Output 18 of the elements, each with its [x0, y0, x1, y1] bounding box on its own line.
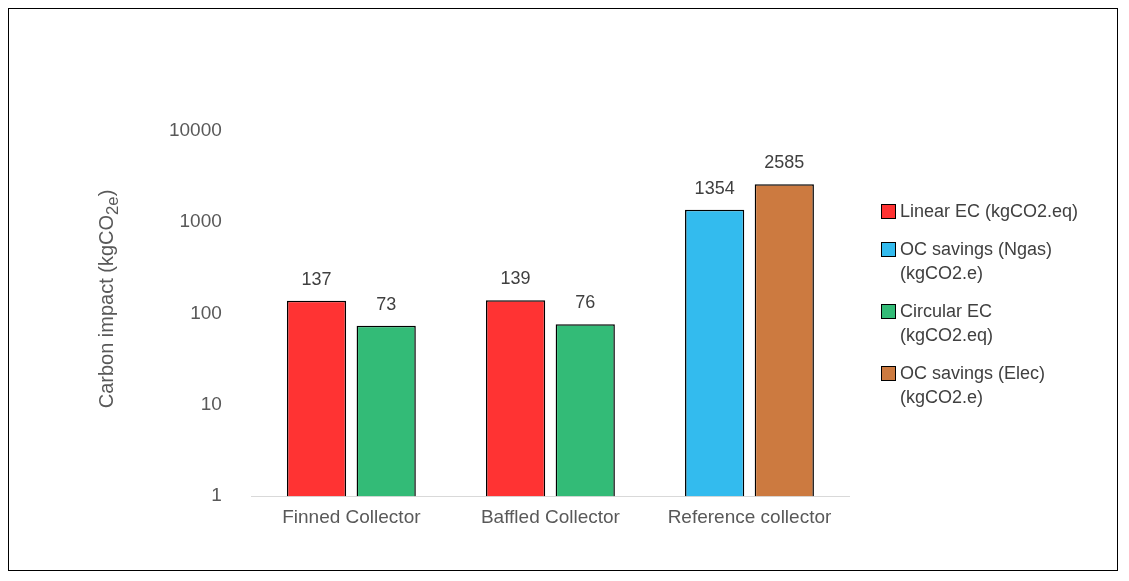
y-tick-label: 10	[200, 392, 222, 414]
y-tick-label: 10000	[168, 118, 222, 140]
data-label: 2585	[764, 152, 805, 173]
data-label: 1354	[694, 177, 735, 198]
legend-label: OC savings (Elec) (kgCO2.e)	[900, 362, 1047, 409]
data-label: 139	[500, 268, 531, 289]
data-label: 137	[301, 268, 332, 289]
data-label: 76	[575, 292, 596, 313]
y-tick-label: 1	[211, 484, 222, 506]
y-tick-label: 1000	[179, 210, 222, 232]
data-label: 73	[376, 293, 397, 314]
legend-label: OC savings (Ngas) (kgCO2.e)	[900, 238, 1054, 285]
x-tick-label: Baffled Collector	[480, 505, 621, 527]
legend-label: Circular EC (kgCO2.eq)	[900, 300, 995, 347]
x-tick-label: Reference collector	[667, 505, 832, 527]
y-tick-label: 100	[190, 301, 222, 323]
legend-label: Linear EC (kgCO2.eq)	[900, 200, 1080, 223]
x-tick-label: Finned Collector	[282, 505, 422, 527]
